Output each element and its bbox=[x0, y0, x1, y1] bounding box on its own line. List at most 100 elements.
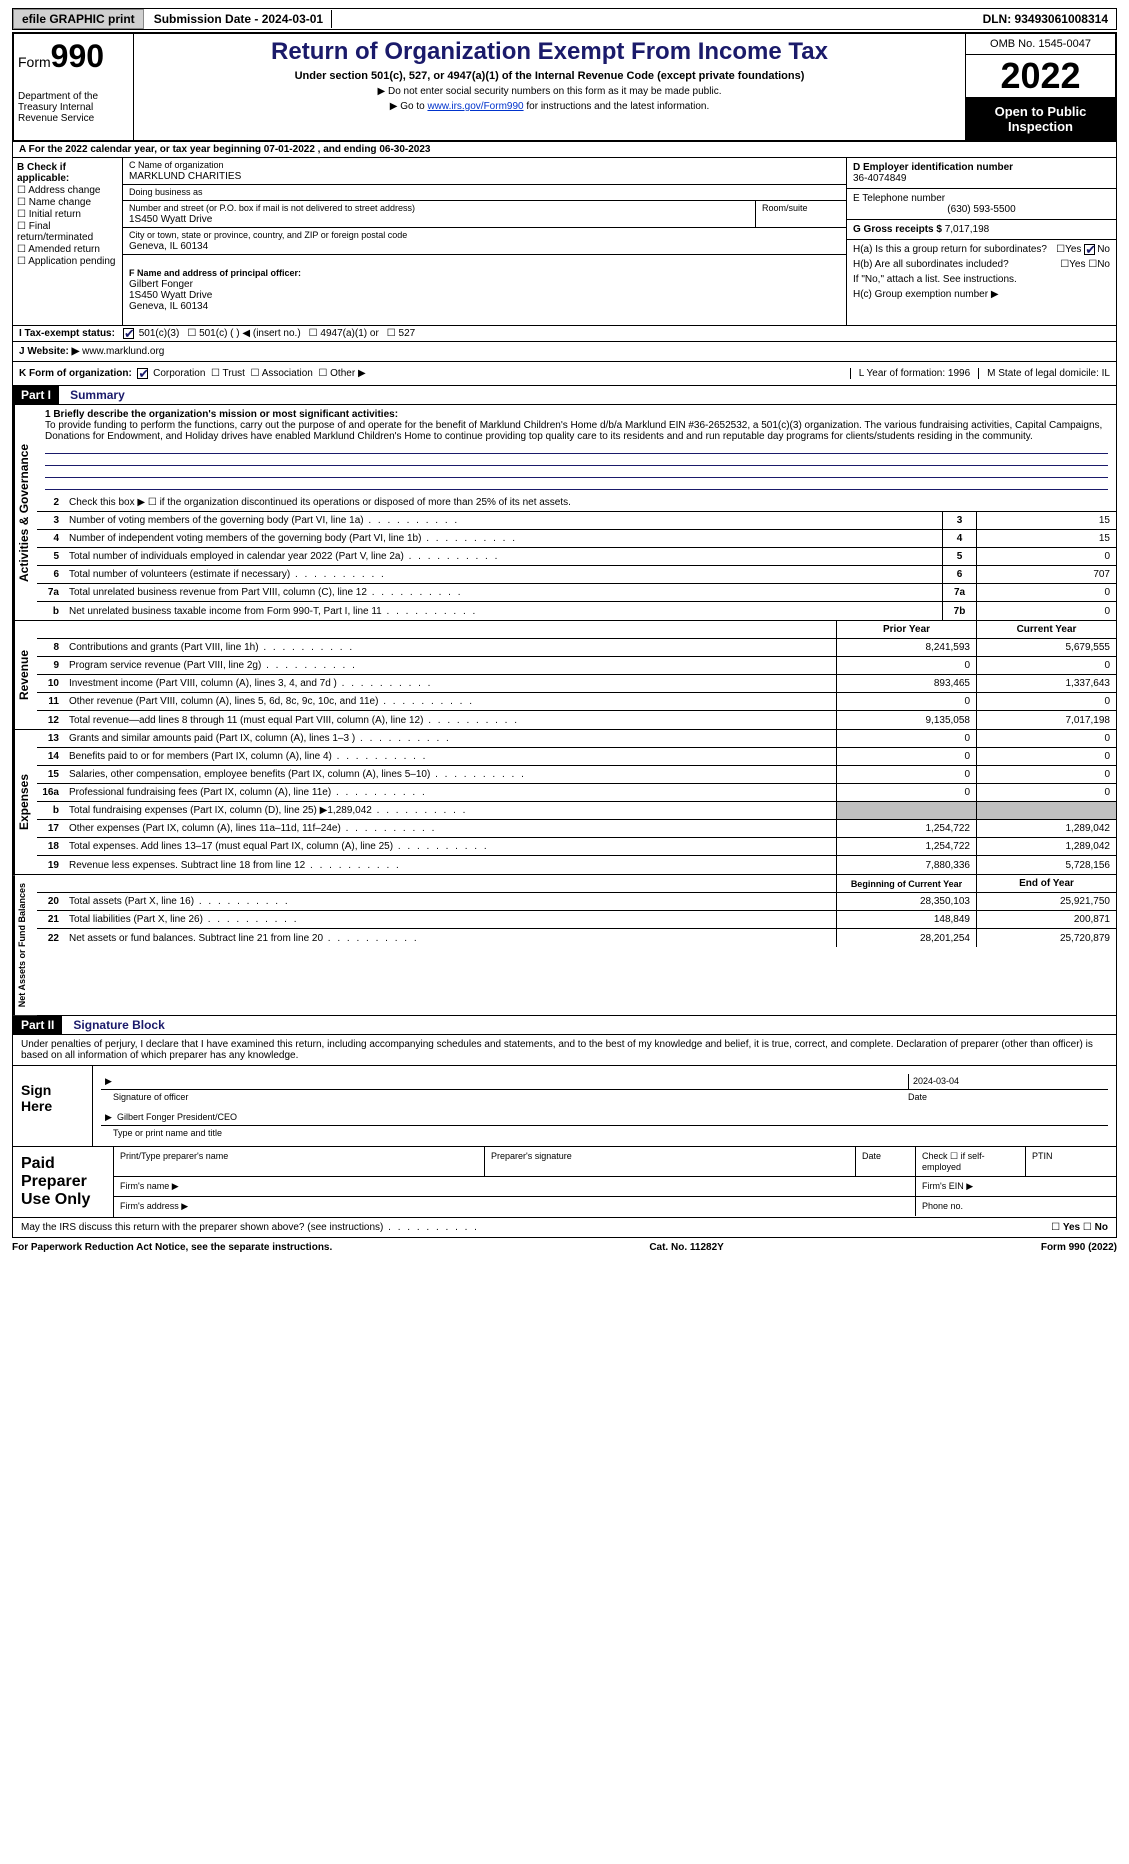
part1-net-assets: Net Assets or Fund Balances Beginning of… bbox=[12, 875, 1117, 1016]
line-b: bTotal fundraising expenses (Part IX, co… bbox=[37, 802, 1116, 820]
chk-527[interactable]: ☐ 527 bbox=[387, 328, 415, 339]
may-irs-discuss: May the IRS discuss this return with the… bbox=[13, 1217, 1116, 1237]
year-formation: L Year of formation: 1996 bbox=[850, 368, 970, 379]
line-16a: 16aProfessional fundraising fees (Part I… bbox=[37, 784, 1116, 802]
chk-corporation[interactable]: Corporation bbox=[137, 368, 205, 379]
line-6: 6Total number of volunteers (estimate if… bbox=[37, 566, 1116, 584]
sign-here-label: Sign Here bbox=[13, 1066, 93, 1146]
col-b-checkboxes: B Check if applicable: ☐ Address change … bbox=[13, 158, 123, 325]
line-18: 18Total expenses. Add lines 13–17 (must … bbox=[37, 838, 1116, 856]
chk-amended-return[interactable]: ☐ Amended return bbox=[17, 244, 118, 255]
line-10: 10Investment income (Part VIII, column (… bbox=[37, 675, 1116, 693]
footer-right: Form 990 (2022) bbox=[1041, 1242, 1117, 1253]
firm-addr-field[interactable]: Firm's address ▶ bbox=[114, 1197, 916, 1216]
identification-block: B Check if applicable: ☐ Address change … bbox=[12, 158, 1117, 326]
revenue-header: Prior Year Current Year bbox=[37, 621, 1116, 639]
chk-501c3[interactable]: 501(c)(3) bbox=[123, 328, 179, 339]
dba-cell: Doing business as bbox=[123, 185, 846, 201]
org-name-cell: C Name of organization MARKLUND CHARITIE… bbox=[123, 158, 846, 185]
org-name: MARKLUND CHARITIES bbox=[129, 171, 840, 182]
line-5: 5Total number of individuals employed in… bbox=[37, 548, 1116, 566]
vtab-activities: Activities & Governance bbox=[13, 405, 37, 620]
form-header: Form990 Department of the Treasury Inter… bbox=[12, 32, 1117, 142]
line-22: 22Net assets or fund balances. Subtract … bbox=[37, 929, 1116, 947]
chk-501c[interactable]: ☐ 501(c) ( ) ◀ (insert no.) bbox=[187, 328, 300, 339]
footer-left: For Paperwork Reduction Act Notice, see … bbox=[12, 1242, 332, 1253]
chk-application-pending[interactable]: ☐ Application pending bbox=[17, 256, 118, 267]
footer-mid: Cat. No. 11282Y bbox=[649, 1242, 723, 1253]
chk-initial-return[interactable]: ☐ Initial return bbox=[17, 209, 118, 220]
state-domicile: M State of legal domicile: IL bbox=[978, 368, 1110, 379]
irs-link[interactable]: www.irs.gov/Form990 bbox=[427, 101, 523, 112]
website-value: www.marklund.org bbox=[82, 346, 164, 357]
dept-label: Department of the Treasury Internal Reve… bbox=[18, 91, 129, 124]
ein-cell: D Employer identification number 36-4074… bbox=[847, 158, 1116, 189]
line-8: 8Contributions and grants (Part VIII, li… bbox=[37, 639, 1116, 657]
room-suite-cell: Room/suite bbox=[756, 201, 846, 227]
street-cell: Number and street (or P.O. box if mail i… bbox=[123, 201, 756, 227]
part1-expenses: Expenses 13Grants and similar amounts pa… bbox=[12, 730, 1117, 875]
chk-trust[interactable]: ☐ Trust bbox=[211, 368, 245, 379]
signature-block: Under penalties of perjury, I declare th… bbox=[12, 1035, 1117, 1238]
row-a-tax-year: A For the 2022 calendar year, or tax yea… bbox=[12, 142, 1117, 158]
form-number: Form990 bbox=[18, 38, 129, 75]
phone-cell: E Telephone number (630) 593-5500 bbox=[847, 189, 1116, 220]
part2-header: Part II bbox=[13, 1016, 62, 1034]
part1-title: Summary bbox=[62, 386, 133, 404]
chk-association[interactable]: ☐ Association bbox=[251, 368, 313, 379]
hb-yes-no[interactable]: ☐Yes ☐No bbox=[1060, 259, 1110, 270]
form-subtitle: Under section 501(c), 527, or 4947(a)(1)… bbox=[142, 70, 957, 82]
paid-preparer-label: Paid Preparer Use Only bbox=[13, 1147, 113, 1217]
chk-address-change[interactable]: ☐ Address change bbox=[17, 185, 118, 196]
chk-4947[interactable]: ☐ 4947(a)(1) or bbox=[309, 328, 379, 339]
line-17: 17Other expenses (Part IX, column (A), l… bbox=[37, 820, 1116, 838]
prep-self-employed[interactable]: Check ☐ if self-employed bbox=[916, 1147, 1026, 1176]
vtab-revenue: Revenue bbox=[13, 621, 37, 729]
vtab-expenses: Expenses bbox=[13, 730, 37, 874]
gross-receipts-cell: G Gross receipts $ 7,017,198 bbox=[847, 220, 1116, 240]
row-j-website: J Website: ▶ www.marklund.org bbox=[12, 342, 1117, 362]
part1-header: Part I bbox=[13, 386, 59, 404]
prep-date-field[interactable]: Date bbox=[856, 1147, 916, 1176]
city-cell: City or town, state or province, country… bbox=[123, 228, 846, 255]
ha-yes-no[interactable]: ☐Yes No bbox=[1056, 244, 1110, 255]
ein-value: 36-4074849 bbox=[853, 173, 906, 184]
firm-name-field[interactable]: Firm's name ▶ bbox=[114, 1177, 916, 1196]
line-3: 3Number of voting members of the governi… bbox=[37, 512, 1116, 530]
line-21: 21Total liabilities (Part X, line 26)148… bbox=[37, 911, 1116, 929]
may-irs-yes-no[interactable]: ☐ Yes ☐ No bbox=[1051, 1222, 1108, 1233]
part2-title: Signature Block bbox=[65, 1016, 172, 1034]
prep-sig-field[interactable]: Preparer's signature bbox=[485, 1147, 856, 1176]
prep-name-field[interactable]: Print/Type preparer's name bbox=[114, 1147, 485, 1176]
mission-text: To provide funding to perform the functi… bbox=[45, 420, 1108, 442]
line-2: 2 Check this box ▶ ☐ if the organization… bbox=[37, 494, 1116, 512]
efile-print-button[interactable]: efile GRAPHIC print bbox=[13, 9, 144, 29]
form-title: Return of Organization Exempt From Incom… bbox=[142, 38, 957, 66]
line-9: 9Program service revenue (Part VIII, lin… bbox=[37, 657, 1116, 675]
open-public-badge: Open to Public Inspection bbox=[966, 98, 1115, 140]
phone-value: (630) 593-5500 bbox=[853, 204, 1110, 215]
row-i-tax-status: I Tax-exempt status: 501(c)(3) ☐ 501(c) … bbox=[12, 326, 1117, 342]
omb-number: OMB No. 1545-0047 bbox=[966, 34, 1115, 55]
part1-activities-governance: Activities & Governance 1 Briefly descri… bbox=[12, 405, 1117, 621]
chk-name-change[interactable]: ☐ Name change bbox=[17, 197, 118, 208]
ptin-field[interactable]: PTIN bbox=[1026, 1147, 1116, 1176]
line-20: 20Total assets (Part X, line 16)28,350,1… bbox=[37, 893, 1116, 911]
chk-final-return[interactable]: ☐ Final return/terminated bbox=[17, 221, 118, 243]
sig-name-value: Gilbert Fonger President/CEO bbox=[113, 1110, 1108, 1125]
group-return-cell: H(a) Is this a group return for subordin… bbox=[847, 240, 1116, 325]
firm-ein-field[interactable]: Firm's EIN ▶ bbox=[916, 1177, 1116, 1196]
firm-phone-field[interactable]: Phone no. bbox=[916, 1197, 1116, 1216]
sig-officer-field[interactable] bbox=[113, 1074, 908, 1089]
declaration-text: Under penalties of perjury, I declare th… bbox=[13, 1035, 1116, 1065]
line-7a: 7aTotal unrelated business revenue from … bbox=[37, 584, 1116, 602]
line-b: bNet unrelated business taxable income f… bbox=[37, 602, 1116, 620]
chk-other[interactable]: ☐ Other ▶ bbox=[318, 368, 365, 379]
line-12: 12Total revenue—add lines 8 through 11 (… bbox=[37, 711, 1116, 729]
note-1: ▶ Do not enter social security numbers o… bbox=[142, 86, 957, 97]
line-14: 14Benefits paid to or for members (Part … bbox=[37, 748, 1116, 766]
line-13: 13Grants and similar amounts paid (Part … bbox=[37, 730, 1116, 748]
net-assets-header: Beginning of Current Year End of Year bbox=[37, 875, 1116, 893]
line-19: 19Revenue less expenses. Subtract line 1… bbox=[37, 856, 1116, 874]
row-k-form-org: K Form of organization: Corporation ☐ Tr… bbox=[12, 362, 1117, 386]
